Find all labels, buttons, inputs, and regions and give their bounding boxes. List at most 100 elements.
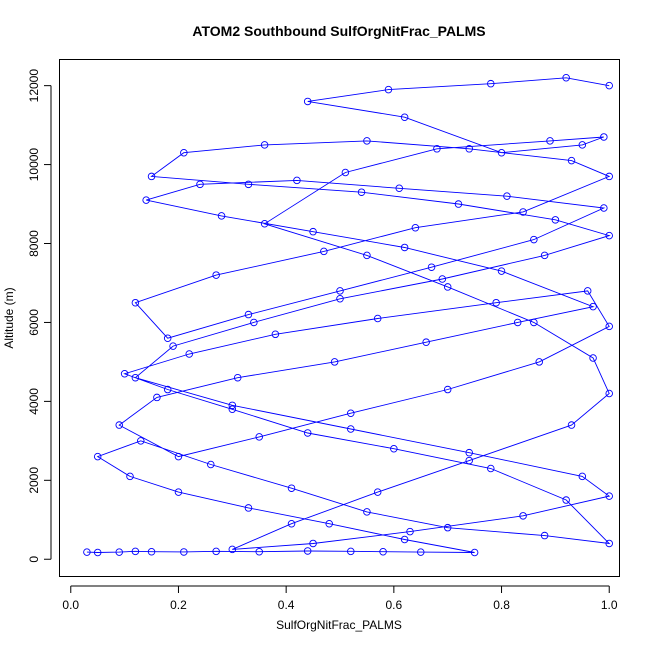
data-point <box>600 204 608 212</box>
data-point <box>131 547 140 556</box>
x-tick-label: 0.2 <box>170 598 187 612</box>
data-point <box>578 472 587 481</box>
data-point <box>605 81 613 90</box>
data-point <box>180 548 188 556</box>
data-point <box>244 180 253 189</box>
data-point <box>395 184 403 193</box>
data-point <box>373 314 382 323</box>
data-point <box>93 548 102 557</box>
data-point <box>600 133 608 141</box>
data-point <box>163 385 172 394</box>
data-point <box>271 330 280 339</box>
data-point <box>207 460 215 469</box>
data-point <box>363 251 371 260</box>
data-point <box>147 172 156 181</box>
data-point <box>503 192 511 200</box>
x-tick-label: 0.0 <box>62 598 79 612</box>
data-point <box>492 298 500 307</box>
data-point <box>519 208 527 216</box>
x-tick-label: 1.0 <box>601 598 618 612</box>
data-point <box>287 519 296 528</box>
data-point <box>303 429 312 437</box>
data-point <box>260 220 269 228</box>
data-point <box>174 488 183 496</box>
data-point <box>400 113 409 121</box>
data-point <box>465 448 473 457</box>
chart-title: ATOM2 Southbound SulfOrgNitFrac_PALMS <box>192 23 485 39</box>
y-tick-label: 10000 <box>27 148 41 182</box>
data-point <box>513 318 522 327</box>
data-point <box>347 547 355 556</box>
data-point <box>147 547 156 556</box>
data-point <box>303 97 312 106</box>
data-point <box>530 318 538 327</box>
data-point <box>384 85 393 94</box>
data-point <box>443 385 452 394</box>
data-point <box>250 318 258 327</box>
data-point <box>153 393 161 402</box>
data-point <box>438 275 447 283</box>
data-point <box>400 535 409 544</box>
data-point <box>454 200 463 208</box>
data-point <box>196 180 204 189</box>
y-tick-label: 0 <box>27 556 41 563</box>
data-point <box>540 531 549 540</box>
data-point <box>93 452 102 461</box>
data-point <box>605 322 613 331</box>
data-point <box>115 421 123 429</box>
data-point <box>535 358 543 366</box>
data-point <box>519 512 527 520</box>
data-point <box>443 523 452 532</box>
data-point <box>320 247 328 256</box>
data-point <box>465 145 473 153</box>
data-point <box>185 350 193 358</box>
data-point <box>363 508 371 516</box>
data-point <box>470 548 479 557</box>
data-point <box>228 401 237 410</box>
data-point <box>373 488 382 496</box>
data-point <box>137 437 145 445</box>
data-point <box>363 137 371 145</box>
data-point <box>309 227 317 236</box>
y-axis-label: Altitude (m) <box>2 287 16 348</box>
data-point <box>562 74 570 82</box>
y-tick-label: 12000 <box>27 69 41 103</box>
x-tick-label: 0.4 <box>278 598 295 612</box>
y-axis: 0 2000 4000 6000 8000 10000 12000 <box>27 69 52 563</box>
data-point <box>433 145 441 153</box>
data-point <box>487 79 495 88</box>
data-point <box>115 548 123 556</box>
data-point <box>260 141 269 149</box>
data-point <box>605 539 613 548</box>
data-point <box>347 425 355 433</box>
data-point <box>406 527 414 536</box>
data-point <box>325 519 333 528</box>
data-point <box>341 168 350 177</box>
data-point <box>212 547 220 556</box>
data-point <box>422 338 430 346</box>
data-point <box>379 547 387 556</box>
data-point <box>562 496 570 504</box>
data-point <box>497 148 506 157</box>
data-point <box>605 389 613 398</box>
y-tick-label: 8000 <box>27 230 41 257</box>
data-point <box>126 472 134 481</box>
data-point <box>228 545 237 554</box>
series-line <box>86 77 611 553</box>
data-point <box>540 251 549 260</box>
data-point <box>347 409 355 417</box>
data-point <box>400 243 409 252</box>
data-point <box>131 373 140 382</box>
data-point <box>293 176 301 185</box>
data-point <box>83 548 91 556</box>
plot-frame <box>59 59 620 577</box>
data-point <box>244 504 253 512</box>
y-tick-label: 6000 <box>27 309 41 336</box>
data-point <box>255 433 263 441</box>
data-point <box>174 452 183 461</box>
data-point <box>497 267 506 275</box>
data-point <box>583 287 592 295</box>
data-point <box>530 235 538 244</box>
